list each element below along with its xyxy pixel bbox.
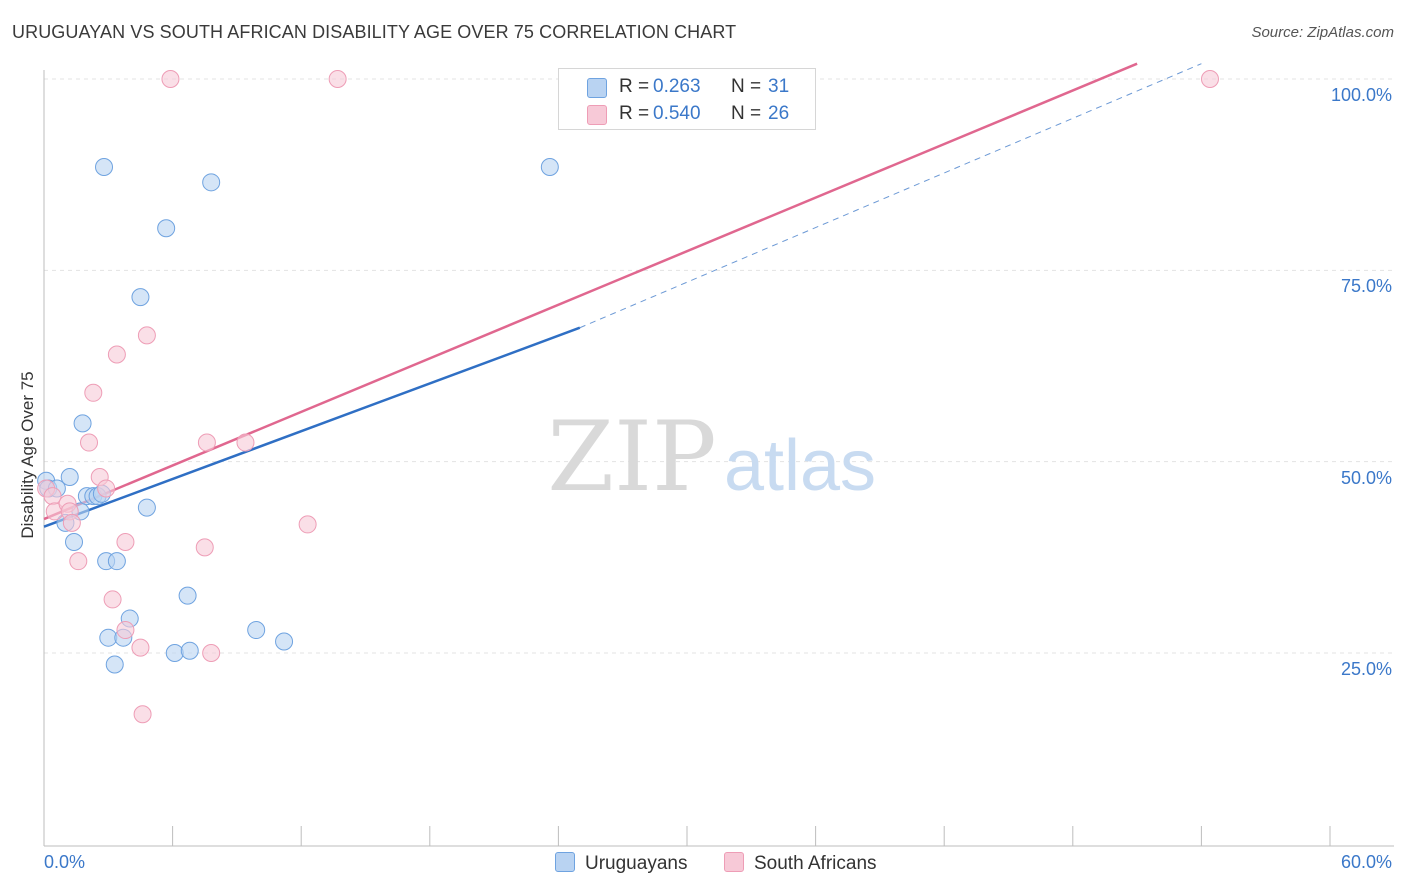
x-tick-label-max: 60.0% [1340, 852, 1392, 872]
point-1-18 [161, 70, 180, 88]
trend-line-dashed-0 [579, 63, 1202, 329]
bottom-legend-uruguayans: Uruguayans [555, 852, 687, 875]
point-1-5 [62, 513, 81, 532]
point-0-5 [65, 533, 84, 552]
point-1-6 [69, 552, 88, 571]
point-0-28 [540, 158, 559, 177]
watermark-zip: ZIP [547, 401, 716, 513]
legend-n-label: N = [731, 76, 762, 97]
point-0-26 [247, 621, 266, 640]
point-0-14 [99, 628, 118, 647]
point-1-14 [116, 621, 135, 640]
point-1-16 [133, 705, 152, 724]
legend-r-label: R = [619, 76, 650, 97]
point-1-19 [195, 538, 214, 557]
legend-n-label: N = [731, 103, 762, 124]
point-1-15 [131, 638, 150, 657]
point-1-17 [137, 326, 156, 345]
trend-lines [43, 62, 1202, 528]
point-1-13 [116, 533, 135, 552]
chart-title: URUGUAYAN VS SOUTH AFRICAN DISABILITY AG… [12, 22, 737, 42]
y-tick-label-1: 75.0% [1340, 276, 1392, 297]
point-0-20 [137, 498, 156, 517]
point-1-11 [103, 590, 122, 609]
point-0-23 [178, 586, 197, 605]
bottom-legend-swatch-south-africans [724, 852, 744, 872]
trend-line-0 [43, 326, 581, 528]
axes [43, 70, 1394, 847]
point-1-10 [97, 479, 116, 498]
legend-swatch-uruguayans [587, 78, 607, 98]
point-0-7 [73, 414, 92, 433]
trend-line-1 [43, 62, 1138, 521]
bottom-legend-label-uruguayans: Uruguayans [585, 853, 688, 874]
point-0-12 [95, 158, 114, 177]
point-0-3 [60, 467, 79, 486]
watermark: ZIP atlas [547, 401, 876, 513]
y-tick-label-2: 50.0% [1340, 467, 1392, 488]
correlation-legend: R = 0.263 N = 31 R = 0.540 N = 26 [558, 68, 816, 130]
legend-r-label: R = [619, 103, 650, 124]
point-0-22 [165, 644, 184, 662]
point-0-21 [157, 219, 176, 238]
x-tick-label-min: 0.0% [44, 852, 86, 872]
legend-r-value-uruguayans: 0.263 [653, 76, 701, 97]
point-1-20 [197, 433, 216, 452]
legend-r-value-south-africans: 0.540 [653, 103, 701, 124]
y-axis-label: Disability Age Over 75 [18, 371, 37, 539]
watermark-atlas: atlas [724, 426, 876, 506]
point-1-21 [202, 644, 221, 662]
bottom-legend-south-africans: South Africans [724, 852, 877, 875]
point-1-22 [236, 433, 255, 452]
bottom-legend-swatch-uruguayans [555, 852, 575, 872]
point-1-8 [84, 383, 103, 402]
data-points [37, 70, 1219, 724]
point-0-24 [180, 641, 199, 660]
point-0-16 [107, 552, 126, 571]
point-1-7 [80, 433, 99, 452]
y-tick-label-3: 25.0% [1340, 659, 1392, 679]
legend-swatch-south-africans [587, 105, 607, 125]
chart-source: Source: ZipAtlas.com [1251, 24, 1394, 41]
point-0-25 [202, 173, 221, 192]
point-1-12 [107, 345, 126, 364]
point-0-27 [275, 632, 294, 651]
point-1-23 [298, 515, 317, 534]
point-1-24 [328, 70, 347, 88]
point-0-15 [105, 655, 124, 674]
point-1-25 [1200, 70, 1219, 88]
bottom-legend-label-south-africans: South Africans [754, 853, 877, 874]
grid-lines [44, 78, 1394, 654]
legend-n-value-south-africans: 26 [768, 103, 790, 124]
legend-n-value-uruguayans: 31 [768, 76, 790, 97]
y-tick-label-0: 100.0% [1330, 85, 1392, 105]
point-0-19 [131, 288, 150, 307]
point-1-1 [43, 487, 62, 506]
